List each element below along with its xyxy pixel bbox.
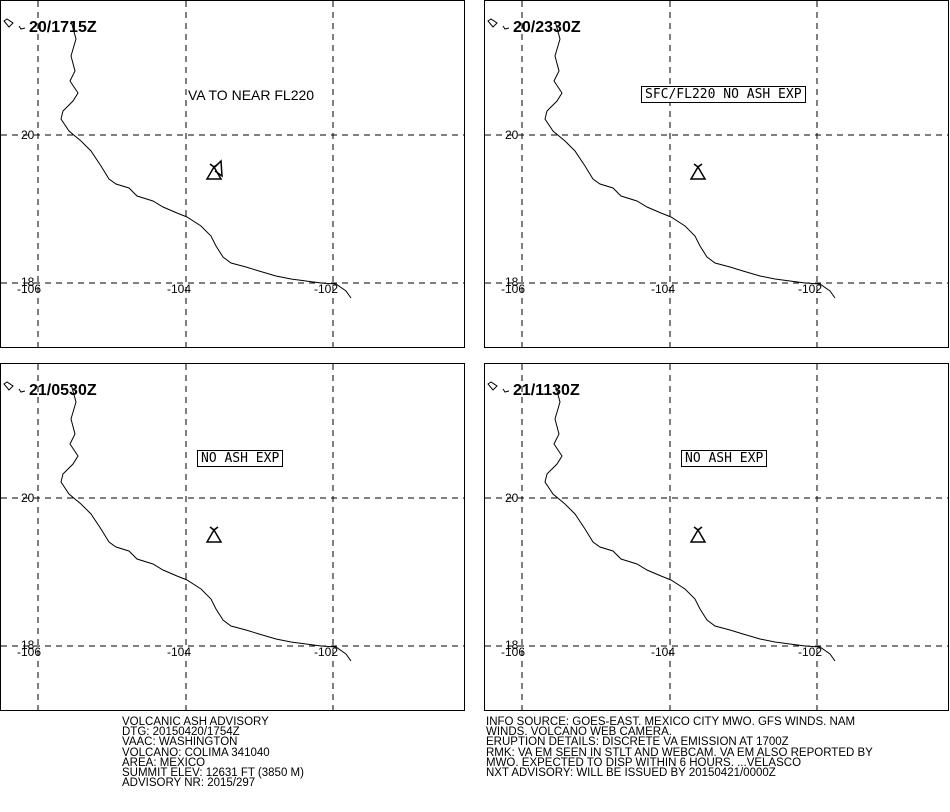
graticule-lines (1, 364, 464, 710)
volcano-triangle-icon (689, 163, 707, 180)
advisory-left-text: VOLCANIC ASH ADVISORY DTG: 20150420/1754… (122, 716, 304, 790)
lon-label-east: -102 (798, 645, 823, 659)
lon-label-east: -102 (798, 282, 823, 296)
volcano-triangle-icon (689, 526, 707, 543)
ash-plume-icon (214, 159, 223, 178)
coastline (502, 383, 836, 662)
panel-timestamp: 21/0530Z (29, 382, 97, 399)
map-canvas (485, 364, 948, 710)
lon-label-mid: -104 (651, 282, 676, 296)
forecast-label: SFC/FL220 NO ASH EXP (641, 86, 806, 103)
coastline (18, 383, 352, 662)
map-canvas (1, 1, 464, 347)
lon-label-mid: -104 (167, 282, 192, 296)
panel-timestamp: 20/2330Z (513, 19, 581, 36)
lon-label-west: -106 (17, 282, 42, 296)
lon-label-east: -102 (314, 282, 339, 296)
map-panel-1: 20/1715Z VA TO NEAR FL220 20 18 -106 -104 -102 (0, 0, 465, 348)
map-panel-3: 21/0530Z NO ASH EXP 20 18 -106 -104 -102 (0, 363, 465, 711)
lat-label-upper: 20 (21, 128, 35, 142)
map-canvas (1, 364, 464, 710)
island-outline (487, 381, 498, 391)
coastline (18, 20, 352, 299)
island-outline (3, 18, 14, 28)
lon-label-mid: -104 (167, 645, 192, 659)
advisory-right-text: INFO SOURCE: GOES-EAST. MEXICO CITY MWO.… (486, 716, 873, 780)
forecast-label: NO ASH EXP (681, 450, 768, 467)
lat-label-lower: 18 (21, 275, 35, 289)
lon-label-mid: -104 (651, 645, 676, 659)
volcano-triangle-icon (205, 526, 223, 543)
graticule-lines (1, 1, 464, 347)
panel-timestamp: 20/1715Z (29, 19, 97, 36)
lat-label-lower: 18 (21, 638, 35, 652)
lon-label-west: -106 (501, 282, 526, 296)
lat-label-upper: 20 (21, 491, 35, 505)
graticule-lines (485, 1, 948, 347)
lat-label-upper: 20 (505, 491, 519, 505)
island-outline (487, 18, 498, 28)
graticule-lines (485, 364, 948, 710)
lon-label-west: -106 (501, 645, 526, 659)
forecast-label: VA TO NEAR FL220 (188, 87, 315, 103)
lat-label-lower: 18 (505, 638, 519, 652)
volcano-triangle-icon (205, 163, 223, 180)
map-canvas (485, 1, 948, 347)
map-panel-2: 20/2330Z SFC/FL220 NO ASH EXP 20 18 -106 -104… (484, 0, 949, 348)
island-outline (3, 381, 14, 391)
lat-label-upper: 20 (505, 128, 519, 142)
lon-label-east: -102 (314, 645, 339, 659)
panel-timestamp: 21/1130Z (513, 382, 580, 399)
map-panel-4: 21/1130Z NO ASH EXP 20 18 -106 -104 -102 (484, 363, 949, 711)
forecast-label: NO ASH EXP (197, 450, 284, 467)
coastline (502, 20, 836, 299)
lon-label-west: -106 (17, 645, 42, 659)
lat-label-lower: 18 (505, 275, 519, 289)
